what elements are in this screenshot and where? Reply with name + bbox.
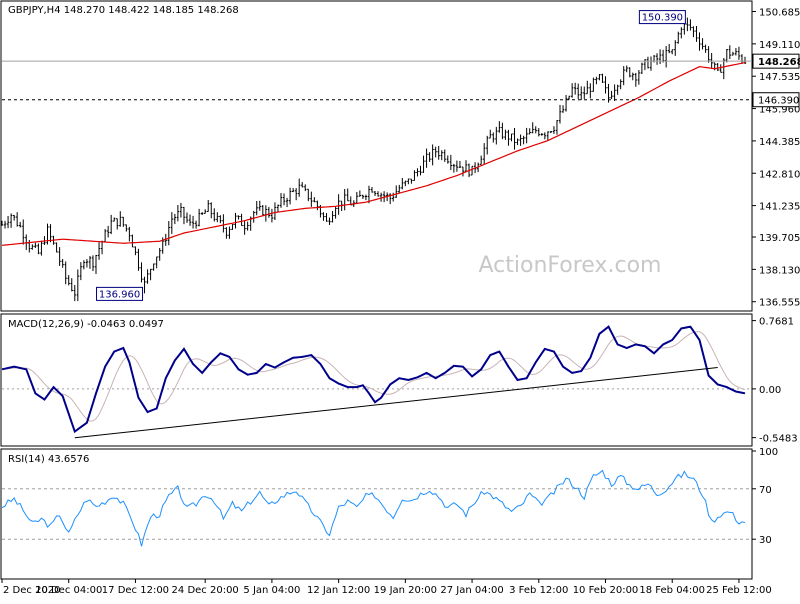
x-tick-label: 10 Dec 04:00 [35,585,102,596]
level-price-box [752,92,800,108]
x-tick-label: 5 Jan 04:00 [243,585,300,596]
price-y-tick-label: 150.685 [759,8,800,19]
low-label-box [96,286,144,301]
price-y-tick-label: 141.235 [759,202,800,213]
low-label: 136.960 [99,289,140,300]
high-label-box [638,10,686,25]
x-tick-label: 27 Jan 04:00 [440,585,503,596]
macd-trendline [74,367,718,439]
x-tick-label: 12 Jan 12:00 [307,585,370,596]
macd-header: MACD(12,26,9) -0.0463 0.0497 [8,319,164,330]
current-price-box [752,53,800,69]
x-tick-label: 3 Feb 12:00 [509,585,568,596]
x-tick-label: 25 Feb 12:00 [706,585,772,596]
price-panel-frame [0,0,753,312]
macd-y-tick-label: -0.5483 [759,434,798,445]
price-y-tick-label: 136.555 [759,298,800,309]
price-y-tick-label: 139.705 [759,233,800,244]
macd-signal-line [1,331,746,422]
moving-average-line [1,61,746,246]
macd-y-tick-label: 0.00 [759,385,781,396]
price-y-tick-label: 138.130 [759,265,800,276]
high-label: 150.390 [642,13,683,24]
price-y-tick-label: 149.110 [759,40,800,51]
x-tick-label: 19 Jan 20:00 [374,585,437,596]
rsi-y-tick-label: 70 [759,485,772,496]
macd-panel-frame [0,313,753,447]
rsi-header: RSI(14) 43.6576 [8,454,89,465]
price-layer: 150.390 136.960 [0,10,752,302]
price-y-tick-label: 142.810 [759,169,800,180]
rsi-panel-frame [0,448,753,580]
macd-y-tick-label: 0.7681 [759,317,794,328]
x-tick-label: 2 Dec 2020 [3,585,61,596]
macd-line [1,325,746,434]
x-tick-label: 10 Feb 20:00 [573,585,639,596]
watermark: ActionForex.com [479,253,662,278]
price-y-tick-label: 144.385 [759,137,800,148]
rsi-y-tick-label: 100 [759,447,778,458]
price-header: GBPJPY,H4 148.270 148.422 148.185 148.26… [8,5,239,16]
x-tick-label: 24 Dec 20:00 [172,585,239,596]
axis-layer: 150.685 149.110 147.535 145.960 144.385 142.8… [1,8,800,596]
macd-layer [1,325,752,439]
x-tick-label: 18 Feb 04:00 [639,585,705,596]
rsi-line [1,469,746,547]
x-tick-label: 17 Dec 12:00 [102,585,169,596]
price-y-tick-label: 145.960 [759,105,800,116]
price-y-tick-label: 147.535 [759,72,800,83]
level-price-label: 146.390 [758,96,799,107]
current-price-label: 148.268 [758,57,800,68]
rsi-layer [1,469,752,547]
rsi-y-tick-label: 30 [759,535,772,546]
